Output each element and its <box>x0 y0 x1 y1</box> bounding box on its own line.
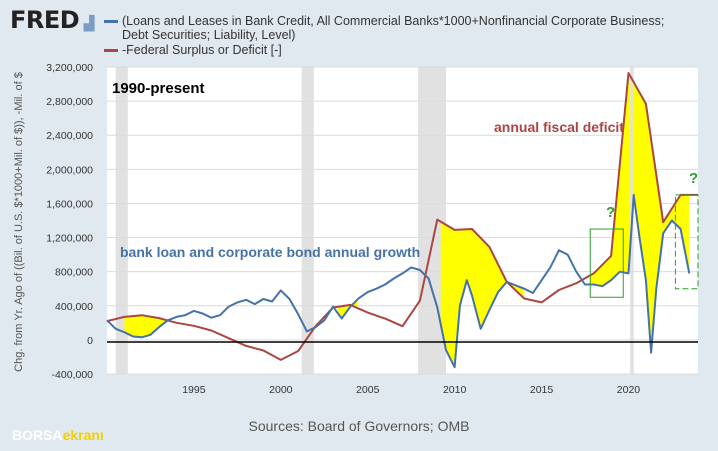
y-tick-label: 3,200,000 <box>46 62 93 74</box>
y-axis-label: Chg. from Yr. Ago of ((Bil. of U.S. $*10… <box>13 72 25 372</box>
highlight-box <box>674 194 699 290</box>
watermark: BORSAekranı <box>12 427 104 443</box>
annotation-fiscal-deficit: annual fiscal deficit <box>494 119 624 135</box>
y-tick-label: 400,000 <box>55 301 93 313</box>
y-tick-label: 2,800,000 <box>46 96 93 108</box>
annotation-question-mark-2: ? <box>689 170 698 187</box>
series-line-federal-deficit <box>106 72 698 361</box>
y-tick-label: 800,000 <box>55 267 93 279</box>
legend-blue-label: (Loans and Leases in Bank Credit, All Co… <box>122 14 665 42</box>
x-tick-label: 2005 <box>356 384 380 396</box>
y-tick-label: 2,400,000 <box>46 130 93 142</box>
gap-fill <box>590 73 631 287</box>
x-tick-label: 2020 <box>617 384 641 396</box>
y-tick-label: 1,600,000 <box>46 198 93 210</box>
x-tick-label: 2010 <box>443 384 467 396</box>
gap-fill <box>124 315 170 338</box>
gap-fill <box>440 221 525 368</box>
source-note: Sources: Board of Governors; OMB <box>248 418 470 434</box>
annotation-bank-loan-growth: bank loan and corporate bond annual grow… <box>120 244 420 260</box>
series-line-bank-credit <box>106 193 691 369</box>
annotation-question-mark-1: ? <box>606 204 615 221</box>
y-tick-label: 2,000,000 <box>46 164 93 176</box>
plot-background <box>107 67 698 374</box>
x-tick-label: 1995 <box>182 384 206 396</box>
fred-logo: FRED ▟ <box>10 6 94 34</box>
legend-swatch-red <box>104 49 118 52</box>
annotation-1990-present: 1990-present <box>112 80 205 97</box>
highlight-box <box>589 228 624 298</box>
y-tick-label: -400,000 <box>52 369 94 381</box>
y-tick-label: 1,200,000 <box>46 233 93 245</box>
legend-red-label: -Federal Surplus or Deficit [-] <box>122 43 282 57</box>
x-tick-label: 2000 <box>269 384 293 396</box>
legend-swatch-blue <box>104 20 118 23</box>
recession-band <box>115 67 128 374</box>
y-tick-label: 0 <box>87 335 93 347</box>
recession-band <box>301 67 314 374</box>
x-tick-label: 2015 <box>530 384 554 396</box>
